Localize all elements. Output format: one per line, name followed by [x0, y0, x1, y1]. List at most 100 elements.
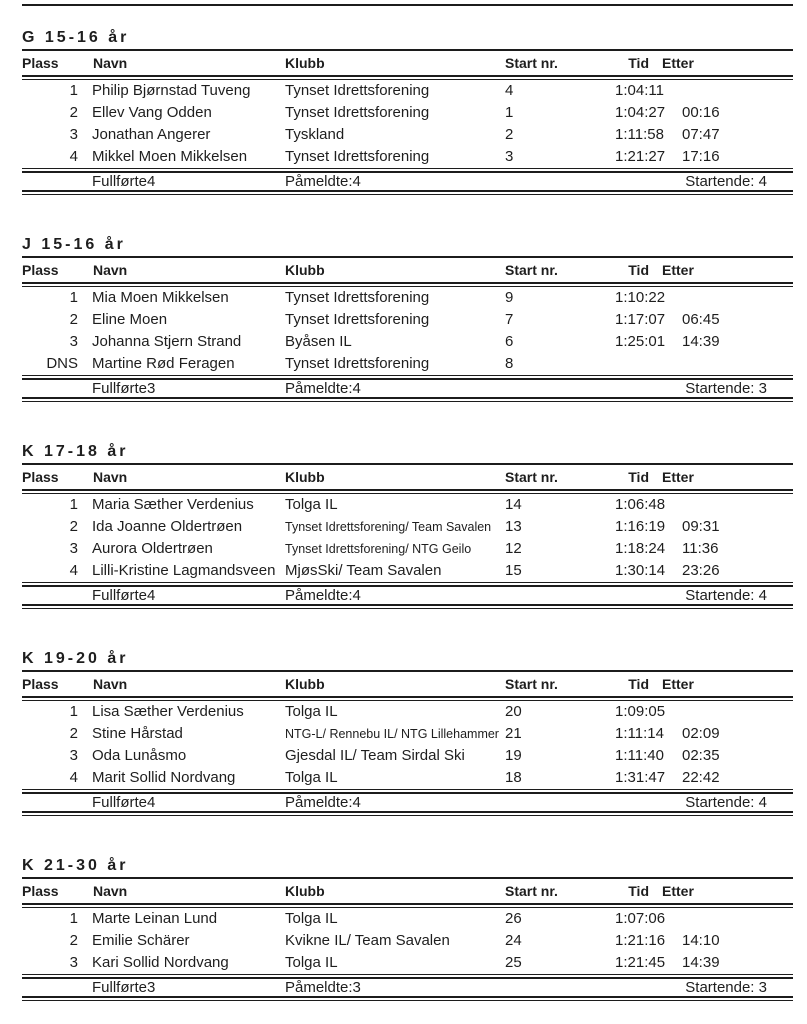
result-section: K 17-18 år Plass Navn Klubb Start nr. Ti…: [22, 442, 793, 609]
summary-startende: Startende: 3: [685, 380, 767, 397]
result-sections: G 15-16 år Plass Navn Klubb Start nr. Ti…: [0, 28, 807, 1001]
cell-plass: 2: [69, 518, 78, 535]
summary-fullforte: Fullførte4: [92, 173, 156, 190]
result-section: G 15-16 år Plass Navn Klubb Start nr. Ti…: [22, 28, 793, 195]
cell-etter: 17:16: [682, 148, 720, 165]
summary-pameldte: Påmeldte:3: [285, 979, 361, 996]
cell-etter: 11:36: [682, 540, 719, 557]
cell-tid: 1:04:27: [615, 104, 666, 121]
cell-tid: 1:16:19: [615, 518, 666, 535]
table-top-rule: [22, 49, 793, 51]
table-bottom-rule: [22, 397, 793, 402]
summary-pameldte: Påmeldte:4: [285, 173, 361, 190]
column-header-navn: Navn: [93, 55, 128, 71]
column-header-plass: Plass: [22, 262, 59, 278]
cell-start-nr: 14: [505, 496, 522, 513]
cell-plass: 3: [69, 126, 78, 143]
column-header-start-nr: Start nr.: [505, 676, 558, 692]
cell-tid: 1:11:14: [615, 725, 664, 742]
table-row: 2 Emilie Schärer Kvikne IL/ Team Savalen…: [22, 930, 793, 952]
table-body: 1 Philip Bjørnstad Tuveng Tynset Idretts…: [22, 80, 793, 168]
summary-fullforte: Fullførte3: [92, 380, 156, 397]
summary-startende: Startende: 3: [685, 979, 767, 996]
column-header-navn: Navn: [93, 676, 128, 692]
cell-navn: Johanna Stjern Strand: [92, 333, 242, 350]
column-header-tid: Tid: [628, 262, 649, 278]
cell-navn: Lilli-Kristine Lagmandsveen: [92, 562, 276, 579]
section-title: K 19-20 år: [22, 650, 129, 667]
cell-plass: 4: [69, 562, 78, 579]
result-section: K 19-20 år Plass Navn Klubb Start nr. Ti…: [22, 649, 793, 816]
cell-plass: 2: [69, 725, 78, 742]
cell-klubb: Tolga IL: [285, 910, 338, 927]
table-header-row: Plass Navn Klubb Start nr. Tid Etter: [22, 672, 793, 696]
section-title: J 15-16 år: [22, 236, 126, 253]
table-body: 1 Lisa Sæther Verdenius Tolga IL 20 1:09…: [22, 701, 793, 789]
cell-tid: 1:10:22: [615, 289, 666, 306]
cell-navn: Philip Bjørnstad Tuveng: [92, 82, 251, 99]
cell-navn: Aurora Oldertrøen: [92, 540, 213, 557]
column-header-etter: Etter: [662, 676, 694, 692]
cell-plass: 1: [69, 910, 78, 927]
cell-klubb: Tolga IL: [285, 703, 338, 720]
cell-plass: 2: [69, 311, 78, 328]
result-section: J 15-16 år Plass Navn Klubb Start nr. Ti…: [22, 235, 793, 402]
summary-startende: Startende: 4: [685, 587, 767, 604]
result-section: K 21-30 år Plass Navn Klubb Start nr. Ti…: [22, 856, 793, 1001]
cell-klubb: Tynset Idrettsforening/ Team Savalen: [285, 520, 492, 534]
results-table: Plass Navn Klubb Start nr. Tid Etter 1 P…: [22, 49, 793, 195]
column-header-navn: Navn: [93, 469, 128, 485]
footer-divider-rule: [22, 974, 793, 979]
cell-start-nr: 25: [505, 954, 522, 971]
cell-start-nr: 13: [505, 518, 522, 535]
cell-start-nr: 3: [505, 148, 514, 165]
table-row: 2 Eline Moen Tynset Idrettsforening 7 1:…: [22, 309, 793, 331]
cell-start-nr: 6: [505, 333, 514, 350]
section-title: K 21-30 år: [22, 857, 129, 874]
column-header-start-nr: Start nr.: [505, 883, 558, 899]
cell-start-nr: 24: [505, 932, 522, 949]
column-header-plass: Plass: [22, 469, 59, 485]
cell-etter: 23:26: [682, 562, 720, 579]
cell-plass: DNS: [46, 355, 78, 372]
header-divider-rule: [22, 903, 793, 908]
cell-etter: 06:45: [682, 311, 720, 328]
table-row: 2 Ida Joanne Oldertrøen Tynset Idrettsfo…: [22, 516, 793, 538]
cell-plass: 1: [69, 703, 78, 720]
cell-etter: 07:47: [682, 126, 720, 143]
table-row: 4 Marit Sollid Nordvang Tolga IL 18 1:31…: [22, 767, 793, 789]
summary-pameldte: Påmeldte:4: [285, 587, 361, 604]
cell-klubb: Tynset Idrettsforening/ NTG Geilo: [285, 542, 472, 556]
table-row: 1 Philip Bjørnstad Tuveng Tynset Idretts…: [22, 80, 793, 102]
cell-start-nr: 18: [505, 769, 522, 786]
cell-start-nr: 8: [505, 355, 514, 372]
table-body: 1 Marte Leinan Lund Tolga IL 26 1:07:06 …: [22, 908, 793, 974]
cell-klubb: Tynset Idrettsforening: [285, 289, 430, 306]
cell-start-nr: 26: [505, 910, 522, 927]
table-header-row: Plass Navn Klubb Start nr. Tid Etter: [22, 465, 793, 489]
column-header-etter: Etter: [662, 883, 694, 899]
table-header-row: Plass Navn Klubb Start nr. Tid Etter: [22, 51, 793, 75]
cell-navn: Kari Sollid Nordvang: [92, 954, 229, 971]
column-header-plass: Plass: [22, 676, 59, 692]
cell-navn: Mikkel Moen Mikkelsen: [92, 148, 248, 165]
column-header-navn: Navn: [93, 883, 128, 899]
cell-klubb: Tolga IL: [285, 769, 338, 786]
cell-start-nr: 15: [505, 562, 522, 579]
summary-pameldte: Påmeldte:4: [285, 794, 361, 811]
table-body: 1 Mia Moen Mikkelsen Tynset Idrettsforen…: [22, 287, 793, 375]
cell-klubb: Tolga IL: [285, 954, 338, 971]
header-divider-rule: [22, 75, 793, 80]
cell-start-nr: 4: [505, 82, 514, 99]
cell-etter: 14:39: [682, 333, 720, 350]
column-header-klubb: Klubb: [285, 676, 325, 692]
footer-divider-rule: [22, 168, 793, 173]
summary-startende: Startende: 4: [685, 794, 767, 811]
table-bottom-rule: [22, 811, 793, 816]
table-bottom-rule: [22, 604, 793, 609]
column-header-klubb: Klubb: [285, 469, 325, 485]
column-header-start-nr: Start nr.: [505, 469, 558, 485]
footer-divider-rule: [22, 582, 793, 587]
table-row: 1 Marte Leinan Lund Tolga IL 26 1:07:06: [22, 908, 793, 930]
cell-etter: 14:39: [682, 954, 720, 971]
